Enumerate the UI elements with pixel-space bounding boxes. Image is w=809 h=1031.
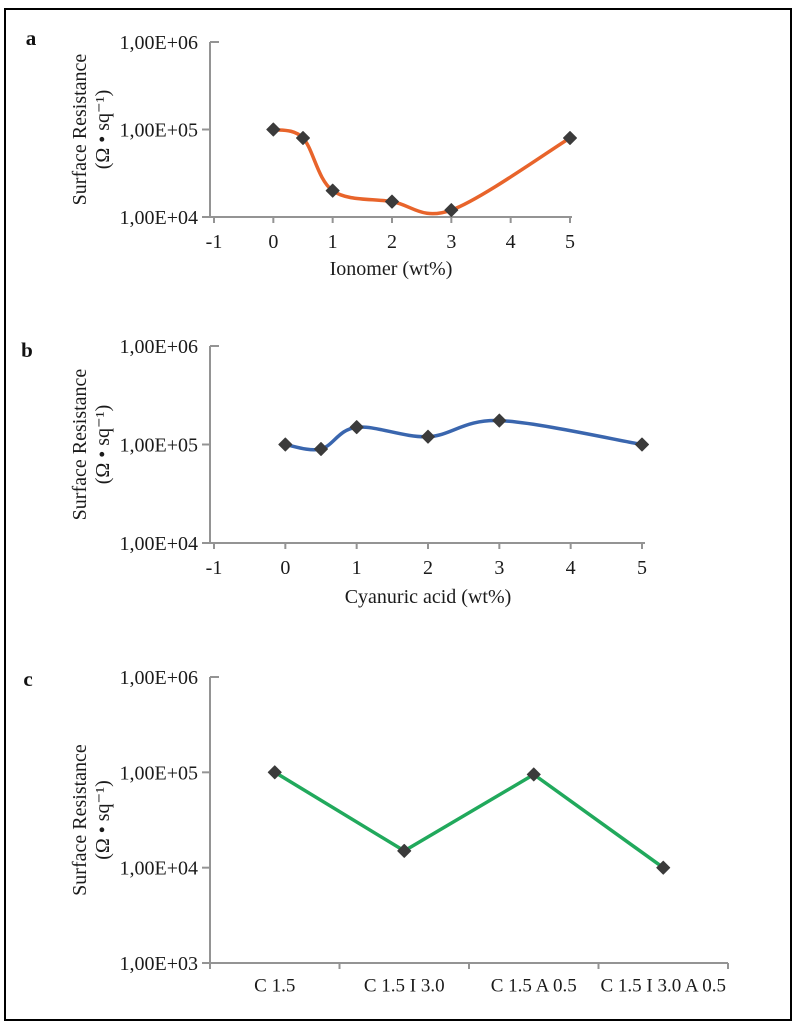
x-tick-label: 3 (446, 231, 456, 253)
x-axis-title: Ionomer (wt%) (330, 258, 453, 280)
x-tick-label: 0 (268, 231, 278, 253)
y-axis-title-line2: (Ω • sq⁻¹) (92, 780, 114, 860)
x-tick-label: 1 (352, 557, 362, 579)
data-point-marker (635, 437, 649, 452)
series-line (283, 418, 644, 452)
x-tick-label: 0 (280, 557, 290, 579)
x-category-label: C 1.5 A 0.5 (491, 976, 577, 997)
y-axis-title-line2: (Ω • sq⁻¹) (92, 405, 114, 485)
data-point-marker (314, 442, 328, 457)
y-axis-title-line2: (Ω • sq⁻¹) (92, 90, 114, 170)
y-tick-label: 1,00E+04 (120, 533, 199, 555)
y-tick-label: 1,00E+05 (120, 762, 199, 784)
x-tick-label: 5 (565, 231, 575, 253)
data-point-marker (296, 130, 310, 145)
data-point-marker (385, 194, 399, 209)
y-tick-label: 1,00E+05 (120, 120, 199, 142)
panel-label-a: a (25, 26, 37, 50)
data-point-marker (563, 130, 577, 145)
y-tick-label: 1,00E+04 (120, 858, 199, 880)
x-tick-label: -1 (206, 231, 223, 253)
data-point-marker (492, 413, 507, 428)
y-tick-label: 1,00E+06 (120, 667, 199, 689)
panel-label-c: c (23, 667, 33, 691)
data-point-marker (421, 429, 435, 444)
data-point-marker (444, 203, 459, 218)
series-line (273, 770, 666, 870)
x-tick-label: 2 (387, 231, 397, 253)
x-category-label: C 1.5 I 3.0 (364, 976, 445, 997)
y-axis-title-line1: Surface Resistance (69, 744, 91, 896)
panel-label-b: b (21, 338, 33, 362)
chart-a-ionomer: 1,00E+04 1,00E+05 1,00E+06 -1 0 1 2 3 4 5 Ionomer … (69, 32, 577, 280)
x-axis-title: Cyanuric acid (wt%) (345, 586, 512, 608)
x-category-label: C 1.5 (254, 976, 295, 997)
data-point-marker (526, 767, 541, 782)
y-tick-label: 1,00E+06 (120, 32, 199, 54)
x-tick-label: -1 (206, 557, 223, 579)
y-tick-label: 1,00E+06 (120, 336, 199, 358)
y-tick-label: 1,00E+04 (120, 207, 199, 229)
y-tick-label: 1,00E+05 (120, 435, 199, 457)
chart-c-formulations: 1,00E+03 1,00E+04 1,00E+05 1,00E+06 C 1.5 C 1… (69, 667, 729, 997)
x-tick-label: 4 (506, 231, 516, 253)
x-tick-label: 3 (494, 557, 504, 579)
data-point-marker (266, 122, 281, 137)
x-tick-label: 1 (328, 231, 338, 253)
data-point-marker (397, 843, 412, 858)
x-tick-label: 4 (566, 557, 576, 579)
y-tick-label: 1,00E+03 (120, 953, 199, 975)
x-tick-label: 5 (637, 557, 647, 579)
x-category-label: C 1.5 I 3.0 A 0.5 (600, 976, 726, 997)
data-point-marker (267, 765, 282, 780)
x-tick-label: 2 (423, 557, 433, 579)
y-axis-title-line1: Surface Resistance (69, 54, 91, 206)
series-line (271, 127, 572, 216)
figure-border (4, 8, 792, 1021)
y-axis-title-line1: Surface Resistance (69, 369, 91, 521)
data-point-marker (278, 437, 293, 452)
data-point-marker (349, 420, 364, 435)
chart-b-cyanuric-acid: 1,00E+04 1,00E+05 1,00E+06 -1 0 1 2 3 4 5 Cyanuric… (69, 336, 649, 608)
data-point-marker (656, 860, 671, 875)
data-point-marker (325, 183, 340, 198)
